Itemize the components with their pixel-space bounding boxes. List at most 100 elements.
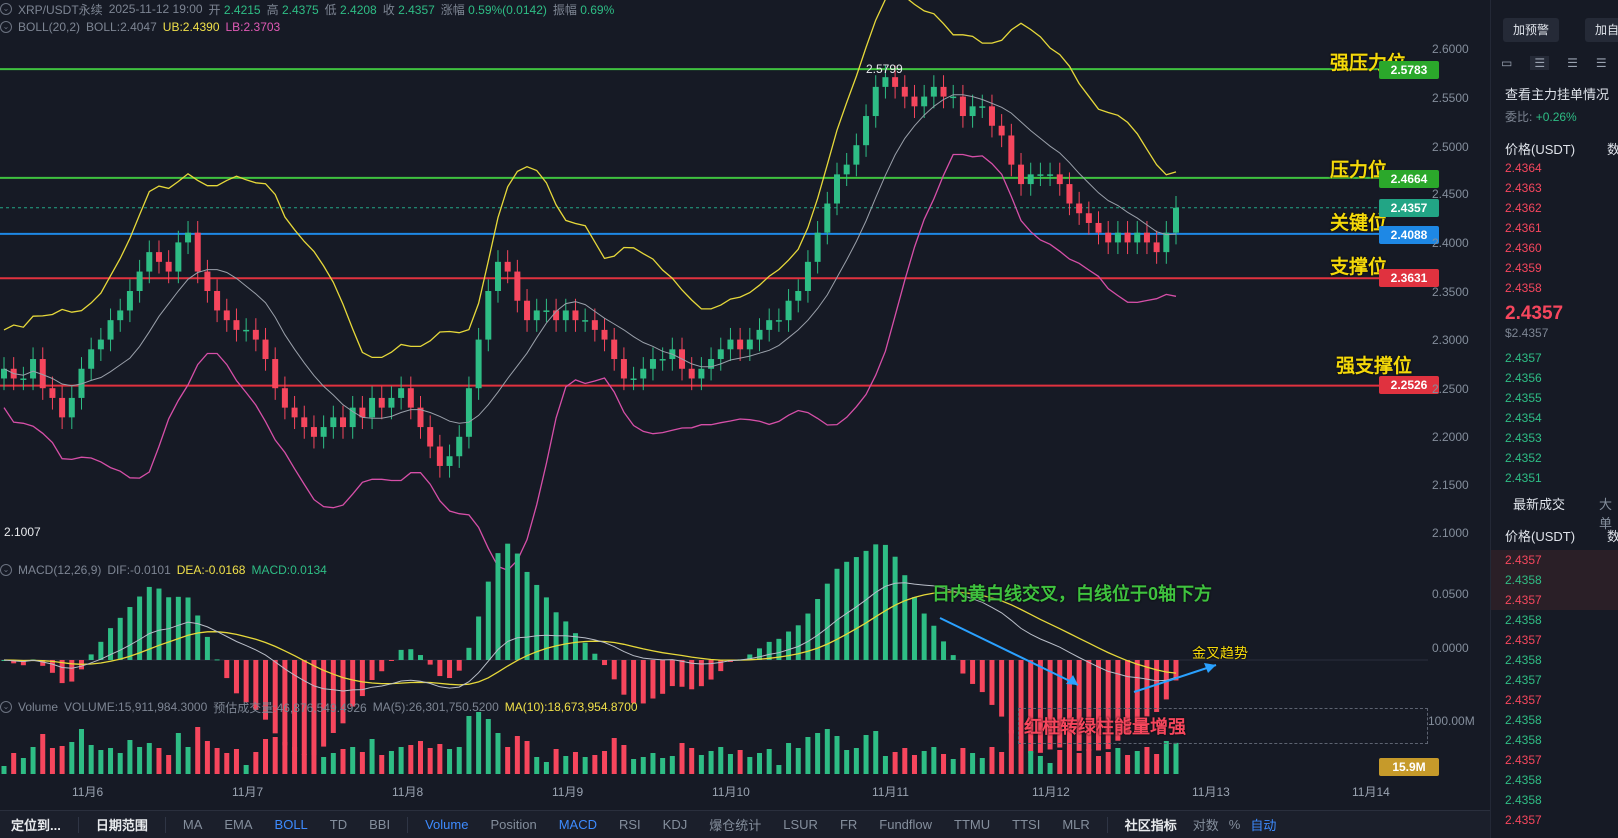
- volume-bar: [263, 739, 269, 774]
- book-asks-icon[interactable]: ☰: [1567, 56, 1578, 70]
- indicator-kdj[interactable]: KDJ: [662, 817, 688, 832]
- macd-histogram-bar: [844, 561, 850, 660]
- bid-row[interactable]: 2.4353: [1505, 431, 1542, 445]
- candle-body: [272, 359, 279, 389]
- volume-bar: [243, 765, 249, 774]
- trade-row: 2.4357: [1491, 590, 1618, 610]
- candle-body: [504, 261, 511, 272]
- book-both-icon[interactable]: ▭: [1501, 56, 1513, 70]
- volume-bar: [795, 748, 801, 774]
- macd-histogram-bar: [98, 641, 104, 660]
- chevron-down-icon[interactable]: ⌄: [0, 564, 12, 576]
- trade-row: 2.4358: [1505, 613, 1542, 627]
- volume-bar: [340, 749, 346, 774]
- boll-name[interactable]: BOLL(20,2): [18, 20, 81, 34]
- bid-row[interactable]: 2.4351: [1505, 471, 1542, 485]
- volume-bar: [979, 758, 985, 774]
- macd-histogram-bar: [340, 660, 346, 724]
- macd-histogram-bar: [330, 660, 336, 733]
- high-marker: 2.5799: [866, 62, 903, 76]
- candle-body: [727, 339, 734, 350]
- indicator-ttmu[interactable]: TTMU: [954, 817, 991, 832]
- open-value: 2.4215: [223, 2, 261, 17]
- indicator-rsi[interactable]: RSI: [619, 817, 641, 832]
- volume-bar: [505, 747, 511, 774]
- tab-latest-trades[interactable]: 最新成交: [1513, 497, 1566, 512]
- volume-bar: [534, 757, 540, 774]
- macd-histogram-bar: [137, 596, 143, 660]
- community-indicators-button[interactable]: 社区指标: [1124, 818, 1177, 833]
- chevron-down-icon[interactable]: ⌄: [0, 21, 12, 33]
- indicator-fundflow[interactable]: Fundflow: [879, 817, 933, 832]
- macd-histogram-bar: [11, 660, 17, 664]
- macd-histogram-bar: [708, 660, 714, 680]
- book-bids-icon[interactable]: ☰: [1530, 56, 1550, 70]
- indicator-boll[interactable]: BOLL: [274, 817, 308, 832]
- candle-body: [214, 291, 221, 311]
- macd-name[interactable]: MACD(12,26,9): [18, 563, 102, 577]
- ask-row[interactable]: 2.4359: [1505, 261, 1542, 275]
- indicator-ema[interactable]: EMA: [224, 817, 253, 832]
- tab-large-trades[interactable]: 大单: [1599, 497, 1613, 531]
- ask-row[interactable]: 2.4361: [1505, 221, 1542, 235]
- add-alert-button[interactable]: 加预警: [1503, 18, 1560, 42]
- indicator-fr[interactable]: FR: [839, 817, 858, 832]
- chevron-down-icon[interactable]: ⌄: [0, 701, 12, 713]
- chevron-down-icon[interactable]: ⌄: [0, 3, 12, 15]
- macd-histogram-bar: [476, 616, 482, 660]
- trade-row: 2.4358: [1505, 733, 1542, 747]
- volume-bar: [408, 745, 414, 774]
- macd-histogram-bar: [534, 584, 540, 660]
- macd-histogram-bar: [1018, 660, 1024, 750]
- indicator-bbi[interactable]: BBI: [369, 817, 391, 832]
- bid-row[interactable]: 2.4355: [1505, 391, 1542, 405]
- ask-row[interactable]: 2.4362: [1505, 201, 1542, 215]
- view-orders-link[interactable]: 查看主力挂单情况: [1505, 87, 1610, 102]
- chart-area[interactable]: ⌄ XRP/USDT永续 2025-11-12 19:00 开 2.4215 高…: [0, 0, 1490, 810]
- add-watchlist-button[interactable]: 加自选: [1585, 18, 1618, 42]
- percent-scale-toggle[interactable]: %: [1228, 817, 1241, 832]
- date-range-button[interactable]: 日期范围: [95, 818, 148, 833]
- ask-row[interactable]: 2.4358: [1505, 281, 1542, 295]
- indicator-volume[interactable]: Volume: [425, 817, 469, 832]
- candle-body: [717, 349, 724, 360]
- indicator-ttsi[interactable]: TTSI: [1012, 817, 1041, 832]
- toolbar-divider: [407, 816, 409, 833]
- macd-histogram-bar: [1125, 660, 1131, 735]
- bid-row[interactable]: 2.4352: [1505, 451, 1542, 465]
- bid-row[interactable]: 2.4354: [1505, 411, 1542, 425]
- macd-histogram-bar: [563, 621, 569, 660]
- log-scale-toggle[interactable]: 对数: [1192, 818, 1219, 833]
- candle-body: [30, 359, 37, 379]
- auto-scale-toggle[interactable]: 自动: [1250, 818, 1277, 833]
- candle-body: [388, 397, 395, 408]
- indicator-macd[interactable]: MACD: [558, 817, 597, 832]
- indicator-ma[interactable]: MA: [182, 817, 203, 832]
- indicator-liquidation[interactable]: 爆仓统计: [709, 818, 762, 833]
- book-price-header: 价格(USDT): [1505, 142, 1576, 157]
- indicator-mlr[interactable]: MLR: [1062, 817, 1090, 832]
- ask-row[interactable]: 2.4364: [1505, 161, 1542, 175]
- bid-row[interactable]: 2.4356: [1505, 371, 1542, 385]
- indicator-position[interactable]: Position: [490, 817, 537, 832]
- candle-body: [155, 252, 162, 262]
- macd-histogram-bar: [786, 631, 792, 660]
- volume-bar: [757, 753, 763, 774]
- volume-name[interactable]: Volume: [18, 700, 59, 714]
- locate-button[interactable]: 定位到...: [11, 818, 61, 833]
- ask-row[interactable]: 2.4360: [1505, 241, 1542, 255]
- indicator-td[interactable]: TD: [329, 817, 348, 832]
- macd-histogram-bar: [941, 641, 947, 660]
- support-label: 支撑位: [1330, 257, 1388, 278]
- indicator-lsur[interactable]: LSUR: [783, 817, 818, 832]
- book-list-icon[interactable]: ☰: [1595, 56, 1607, 70]
- candle-body: [892, 77, 899, 87]
- macd-histogram-bar: [1105, 660, 1111, 750]
- candle-body: [1095, 222, 1102, 233]
- bid-row[interactable]: 2.4357: [1505, 351, 1542, 365]
- volume-bar: [834, 736, 840, 774]
- ask-row[interactable]: 2.4363: [1505, 181, 1542, 195]
- volume-bar: [30, 747, 36, 774]
- candlestick-chart[interactable]: [0, 0, 1490, 810]
- volume-axis-tick: 100.00M: [1428, 714, 1475, 728]
